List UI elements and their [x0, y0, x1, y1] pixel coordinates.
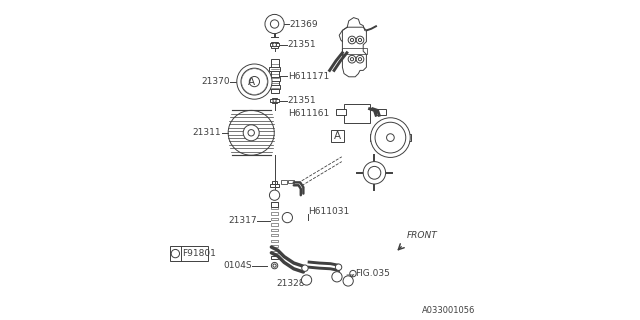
- Bar: [332, 130, 344, 142]
- Bar: [270, 184, 279, 187]
- Circle shape: [172, 250, 179, 258]
- Text: F91801: F91801: [182, 249, 216, 258]
- Circle shape: [241, 69, 268, 94]
- Text: 21370: 21370: [202, 77, 230, 86]
- Bar: [271, 223, 278, 226]
- Circle shape: [301, 275, 312, 285]
- Circle shape: [271, 262, 278, 269]
- Circle shape: [358, 58, 362, 61]
- Circle shape: [270, 20, 279, 28]
- Text: 21369: 21369: [289, 20, 318, 28]
- Bar: [272, 98, 278, 99]
- Circle shape: [332, 272, 342, 282]
- Text: 1: 1: [335, 272, 339, 281]
- Circle shape: [348, 55, 356, 63]
- Text: 1: 1: [173, 249, 178, 258]
- Text: 1: 1: [272, 191, 277, 200]
- Circle shape: [282, 212, 292, 223]
- Circle shape: [358, 38, 362, 42]
- Circle shape: [246, 73, 263, 90]
- Circle shape: [248, 130, 254, 136]
- Circle shape: [273, 99, 276, 102]
- Bar: [271, 251, 278, 253]
- Bar: [271, 256, 278, 259]
- Circle shape: [249, 76, 260, 87]
- Bar: [270, 99, 280, 102]
- Circle shape: [351, 58, 354, 61]
- Bar: [271, 240, 278, 242]
- Bar: [170, 246, 208, 261]
- Bar: [404, 134, 411, 141]
- Text: 21351: 21351: [288, 96, 316, 105]
- Bar: [272, 102, 278, 103]
- Bar: [244, 75, 257, 88]
- Circle shape: [351, 38, 354, 42]
- Bar: [271, 46, 278, 48]
- Text: 0104S: 0104S: [223, 261, 252, 270]
- Bar: [336, 109, 346, 115]
- Bar: [376, 109, 385, 115]
- Bar: [271, 245, 278, 247]
- Bar: [281, 180, 287, 184]
- Text: A: A: [248, 76, 255, 87]
- Bar: [271, 234, 278, 236]
- Text: 21351: 21351: [288, 40, 316, 49]
- Circle shape: [349, 270, 356, 277]
- Bar: [269, 85, 280, 89]
- Text: 21328: 21328: [276, 279, 305, 288]
- Circle shape: [364, 162, 385, 184]
- Bar: [271, 202, 278, 204]
- Text: 1: 1: [304, 276, 309, 284]
- Bar: [271, 59, 278, 93]
- Circle shape: [387, 134, 394, 141]
- Text: H611161: H611161: [288, 109, 329, 118]
- Bar: [271, 42, 278, 43]
- Circle shape: [371, 118, 410, 157]
- Circle shape: [375, 122, 406, 153]
- Text: 21317: 21317: [228, 216, 257, 225]
- Circle shape: [302, 265, 308, 271]
- Circle shape: [243, 70, 266, 93]
- Bar: [272, 181, 278, 184]
- Text: FIG.035: FIG.035: [356, 269, 390, 278]
- Text: H611171: H611171: [288, 71, 329, 81]
- Circle shape: [273, 43, 276, 47]
- Bar: [271, 202, 278, 207]
- Bar: [344, 104, 370, 123]
- Circle shape: [273, 264, 276, 267]
- Bar: [269, 67, 280, 71]
- Circle shape: [237, 64, 272, 99]
- Text: 21311: 21311: [193, 128, 221, 137]
- Bar: [271, 212, 278, 215]
- Circle shape: [348, 36, 356, 44]
- Text: A033001056: A033001056: [422, 306, 475, 315]
- Circle shape: [335, 264, 342, 270]
- Bar: [271, 218, 278, 220]
- Bar: [370, 134, 376, 141]
- Circle shape: [241, 68, 268, 95]
- Bar: [342, 48, 367, 54]
- Text: 1: 1: [285, 213, 290, 222]
- Text: H611031: H611031: [308, 207, 349, 216]
- Bar: [271, 229, 278, 231]
- Bar: [270, 43, 280, 46]
- Text: FRONT: FRONT: [406, 231, 437, 240]
- Text: A: A: [334, 131, 341, 141]
- Circle shape: [269, 190, 280, 200]
- Circle shape: [265, 14, 284, 34]
- Circle shape: [368, 166, 381, 179]
- Text: 1: 1: [346, 276, 351, 285]
- Circle shape: [356, 55, 364, 63]
- Circle shape: [343, 276, 353, 286]
- Circle shape: [243, 125, 259, 141]
- Bar: [269, 77, 280, 81]
- Circle shape: [244, 72, 264, 92]
- Circle shape: [356, 36, 364, 44]
- Bar: [288, 180, 294, 183]
- Bar: [271, 207, 278, 209]
